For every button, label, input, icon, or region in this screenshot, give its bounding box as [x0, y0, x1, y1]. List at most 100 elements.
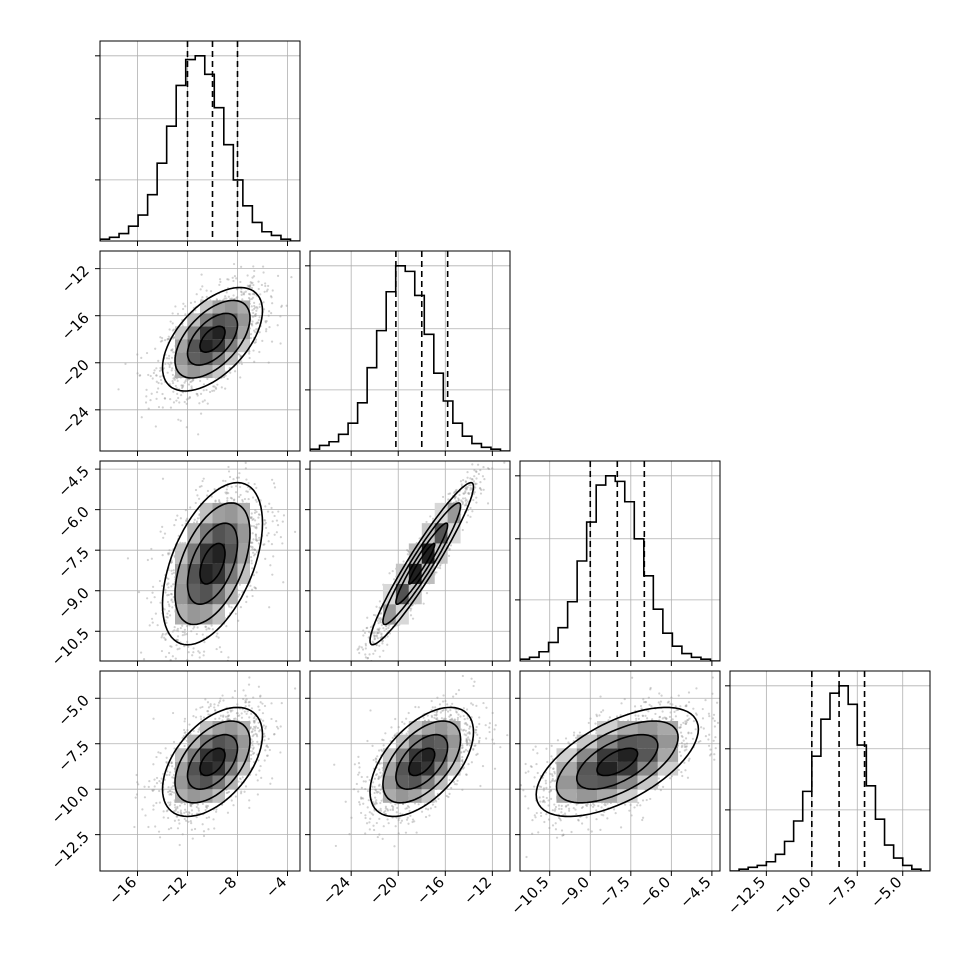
sample-point — [161, 632, 164, 636]
sample-point — [169, 645, 172, 648]
sample-point — [249, 336, 252, 340]
sample-point — [481, 455, 483, 457]
sample-point — [262, 271, 265, 274]
sample-point — [179, 419, 182, 422]
sample-point — [355, 675, 357, 677]
sample-point — [230, 606, 233, 609]
sample-point — [159, 336, 162, 339]
sample-point — [240, 712, 243, 715]
density-bin — [187, 326, 200, 340]
density-bin — [212, 365, 225, 379]
y-tick-label: −4.5 — [54, 462, 92, 500]
sample-point — [406, 549, 409, 552]
sample-point — [185, 810, 188, 813]
sample-point — [240, 360, 243, 363]
density-bin — [434, 523, 448, 544]
sample-point — [386, 643, 389, 646]
histogram-step — [310, 265, 510, 451]
density-bin — [225, 339, 238, 353]
sample-point — [172, 377, 175, 380]
sample-point — [388, 572, 391, 575]
density-bin — [187, 604, 200, 625]
sample-point — [251, 548, 254, 551]
sample-point — [369, 625, 373, 629]
sample-point — [171, 382, 175, 385]
sample-point — [209, 703, 212, 706]
density-bin — [175, 583, 188, 605]
sample-point — [154, 612, 157, 615]
sample-point — [168, 552, 171, 555]
sample-point — [209, 290, 213, 293]
sample-point — [178, 401, 181, 404]
sample-point — [230, 497, 234, 500]
sample-point — [184, 731, 187, 734]
sample-point — [224, 295, 227, 298]
sample-point — [191, 654, 194, 657]
sample-point — [467, 492, 470, 495]
sample-point — [183, 400, 186, 404]
sample-point — [170, 362, 173, 365]
y-tick-label: −12.5 — [48, 828, 93, 873]
sample-point — [264, 526, 268, 529]
sample-point — [158, 369, 162, 372]
sample-point — [252, 751, 256, 755]
sample-point — [253, 269, 256, 273]
density-bin — [421, 523, 435, 544]
sample-point — [279, 725, 282, 728]
x-tick-label: −8 — [212, 873, 240, 901]
sample-point — [241, 591, 244, 594]
contour-level-2 — [174, 299, 251, 379]
sample-point — [223, 297, 226, 300]
sample-point — [192, 627, 195, 630]
sample-point — [254, 586, 257, 590]
sample-point — [275, 519, 279, 522]
sample-point — [262, 301, 265, 304]
density-bin — [225, 543, 238, 564]
sample-point — [465, 503, 468, 507]
sample-point — [171, 348, 174, 351]
sample-point — [169, 361, 172, 364]
density-bin — [225, 502, 238, 524]
sample-point — [180, 384, 183, 387]
sample-point — [411, 617, 415, 620]
sample-point — [429, 515, 432, 518]
sample-point — [186, 658, 189, 661]
sample-point — [187, 383, 191, 386]
sample-point — [183, 731, 186, 734]
contour-level-3 — [369, 481, 475, 646]
sample-point — [159, 378, 163, 382]
sample-point — [263, 523, 266, 526]
sample-point — [242, 293, 246, 296]
sample-point — [251, 292, 254, 296]
sample-point — [224, 374, 227, 377]
sample-point — [272, 555, 275, 558]
sample-point — [366, 657, 369, 660]
sample-point — [147, 373, 150, 377]
sample-point — [202, 477, 205, 480]
sample-point — [366, 656, 370, 660]
sample-point — [257, 516, 260, 519]
sample-point — [375, 605, 378, 608]
sample-point — [364, 644, 368, 647]
sample-point — [218, 278, 222, 281]
sample-point — [212, 385, 215, 388]
sample-point — [250, 512, 253, 515]
sample-point — [464, 487, 467, 490]
sample-point — [447, 492, 450, 496]
density-bin — [175, 604, 188, 625]
sample-point — [177, 630, 180, 633]
sample-point — [271, 573, 274, 576]
sample-point — [226, 715, 229, 718]
sample-point — [251, 296, 255, 299]
sample-point — [155, 367, 158, 370]
sample-point — [252, 551, 255, 554]
sample-point — [253, 341, 256, 344]
sample-point — [164, 362, 167, 366]
scatter-panel-3-0: −16 −12 −8 −4−12.5−10.0−7.5−5.0 — [48, 670, 301, 908]
sample-point — [481, 475, 485, 478]
y-tick-label: −7.5 — [54, 737, 92, 775]
sample-point — [385, 627, 388, 631]
sample-point — [464, 499, 467, 502]
sample-point — [406, 553, 409, 556]
sample-point — [150, 557, 153, 560]
